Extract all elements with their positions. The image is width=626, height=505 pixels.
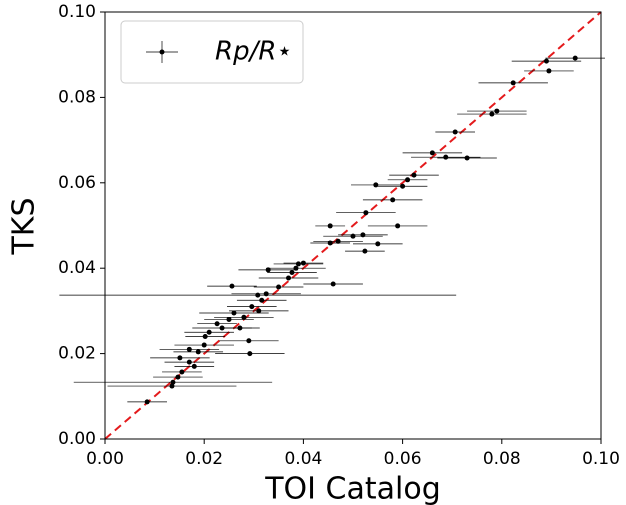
x-tick-label: 0.04	[284, 449, 322, 469]
point	[327, 240, 333, 246]
x-tick-label: 0.08	[483, 449, 521, 469]
point	[390, 197, 396, 203]
point	[330, 281, 336, 287]
point	[206, 329, 212, 335]
point	[400, 183, 406, 189]
y-tick-label: 0.02	[58, 344, 96, 364]
y-axis-label: TKS	[7, 197, 42, 255]
point	[263, 291, 269, 297]
point	[362, 248, 368, 254]
point	[295, 261, 301, 267]
legend-box	[120, 20, 304, 84]
point	[175, 374, 181, 380]
point	[226, 316, 232, 322]
point	[231, 310, 237, 316]
point	[195, 349, 201, 355]
point	[405, 177, 411, 183]
point	[170, 379, 176, 385]
x-axis-label: TOI Catalog	[264, 472, 441, 505]
y-tick-label: 0.06	[58, 173, 96, 193]
y-tick-label: 0.10	[58, 2, 96, 22]
point	[144, 399, 150, 405]
point	[286, 275, 292, 281]
point	[360, 232, 366, 238]
x-tick-label: 0.02	[185, 449, 223, 469]
point	[186, 359, 192, 365]
point	[494, 108, 500, 114]
plot-frame	[104, 11, 602, 440]
point	[169, 383, 175, 389]
point	[237, 325, 243, 331]
point	[546, 68, 552, 74]
point	[452, 129, 458, 135]
point	[510, 80, 516, 86]
point	[300, 260, 306, 266]
point	[229, 283, 235, 289]
point	[411, 172, 417, 178]
x-tick-label: 0.10	[582, 449, 620, 469]
point	[335, 238, 341, 244]
x-tick-label: 0.00	[86, 449, 124, 469]
legend-label: Rp/R⋆	[215, 37, 293, 67]
point	[276, 284, 282, 290]
point	[256, 308, 262, 314]
point	[191, 363, 197, 369]
point	[249, 304, 255, 310]
point	[363, 210, 369, 216]
point	[572, 55, 578, 61]
legend-marker	[159, 49, 165, 55]
point	[464, 155, 470, 161]
point	[373, 182, 379, 188]
point	[375, 241, 381, 247]
point	[202, 334, 208, 340]
point	[186, 346, 192, 352]
point	[255, 292, 261, 298]
point	[443, 154, 449, 160]
point	[246, 338, 252, 344]
point	[177, 355, 183, 361]
reference-line	[104, 11, 602, 440]
point	[489, 111, 495, 117]
point	[429, 150, 435, 156]
point	[265, 267, 271, 273]
point	[327, 223, 333, 229]
y-tick-label: 0.08	[58, 87, 96, 107]
y-tick-label: 0.04	[58, 258, 96, 278]
point	[179, 369, 185, 375]
point	[293, 265, 299, 271]
point	[201, 342, 207, 348]
point	[241, 314, 247, 320]
point	[214, 321, 220, 327]
y-tick-label: 0.00	[58, 429, 96, 449]
x-tick-label: 0.06	[384, 449, 422, 469]
point	[259, 297, 265, 303]
point	[289, 269, 295, 275]
point	[395, 223, 401, 229]
point	[543, 58, 549, 64]
point	[247, 351, 253, 357]
point	[350, 233, 356, 239]
